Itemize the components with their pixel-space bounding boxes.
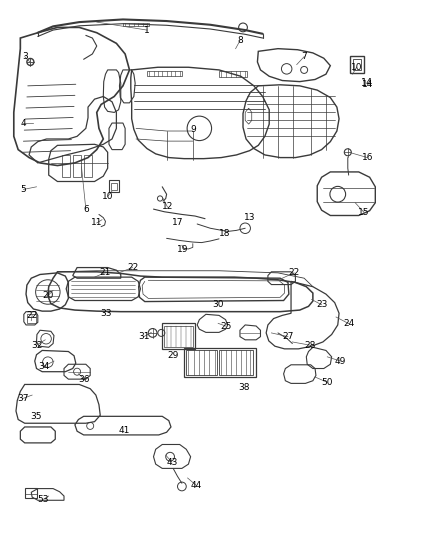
Text: 7: 7 bbox=[301, 52, 307, 61]
Text: 49: 49 bbox=[335, 357, 346, 366]
Bar bbox=[27, 314, 35, 324]
Text: 9: 9 bbox=[190, 125, 196, 134]
Bar bbox=[109, 181, 119, 192]
Text: 32: 32 bbox=[31, 341, 42, 350]
Bar bbox=[219, 71, 247, 77]
Text: 1: 1 bbox=[144, 26, 150, 35]
Bar bbox=[219, 350, 253, 375]
Text: 31: 31 bbox=[138, 332, 150, 341]
Text: 27: 27 bbox=[283, 332, 293, 341]
Bar bbox=[186, 350, 217, 375]
Bar bbox=[164, 326, 193, 348]
Text: 34: 34 bbox=[38, 362, 49, 371]
Text: 22: 22 bbox=[27, 311, 38, 320]
Text: 43: 43 bbox=[166, 457, 177, 466]
Text: 15: 15 bbox=[358, 208, 370, 217]
Text: 24: 24 bbox=[343, 319, 355, 328]
Text: 6: 6 bbox=[83, 205, 89, 214]
Text: 50: 50 bbox=[321, 378, 333, 387]
Text: 3: 3 bbox=[22, 52, 28, 61]
Text: 11: 11 bbox=[91, 219, 102, 228]
Text: 44: 44 bbox=[191, 481, 202, 490]
Text: 16: 16 bbox=[362, 153, 373, 162]
Text: 14: 14 bbox=[361, 78, 374, 88]
Text: 41: 41 bbox=[118, 426, 130, 434]
Text: 10: 10 bbox=[351, 63, 362, 72]
Text: 22: 22 bbox=[127, 263, 138, 272]
Text: 22: 22 bbox=[289, 269, 300, 277]
Text: 37: 37 bbox=[18, 394, 29, 403]
Bar bbox=[350, 55, 364, 72]
Text: 8: 8 bbox=[237, 36, 243, 45]
Bar bbox=[162, 324, 195, 349]
Text: 18: 18 bbox=[219, 229, 230, 238]
Text: 25: 25 bbox=[220, 321, 231, 330]
Bar bbox=[25, 488, 37, 498]
Text: 12: 12 bbox=[162, 203, 173, 212]
Bar bbox=[147, 71, 182, 76]
Bar bbox=[123, 22, 149, 26]
Text: 28: 28 bbox=[304, 341, 315, 350]
Text: 4: 4 bbox=[21, 118, 26, 127]
Text: 23: 23 bbox=[316, 300, 327, 309]
Bar bbox=[73, 155, 81, 177]
Text: 19: 19 bbox=[177, 245, 189, 254]
Bar bbox=[62, 155, 70, 177]
Bar bbox=[84, 155, 92, 177]
Text: 35: 35 bbox=[31, 412, 42, 421]
Bar bbox=[111, 183, 117, 190]
Text: 38: 38 bbox=[239, 383, 250, 392]
Text: 5: 5 bbox=[21, 185, 26, 194]
Text: 17: 17 bbox=[172, 219, 183, 228]
Bar bbox=[353, 59, 361, 70]
Text: 30: 30 bbox=[212, 300, 224, 309]
Text: 21: 21 bbox=[99, 269, 110, 277]
Text: 20: 20 bbox=[42, 291, 53, 300]
Bar bbox=[184, 348, 256, 377]
Text: 13: 13 bbox=[244, 213, 255, 222]
Text: 36: 36 bbox=[79, 375, 90, 384]
Text: 33: 33 bbox=[101, 309, 112, 318]
Text: 53: 53 bbox=[38, 495, 49, 504]
Text: 14: 14 bbox=[362, 80, 373, 90]
Text: 29: 29 bbox=[167, 351, 179, 360]
Text: 10: 10 bbox=[102, 192, 113, 201]
